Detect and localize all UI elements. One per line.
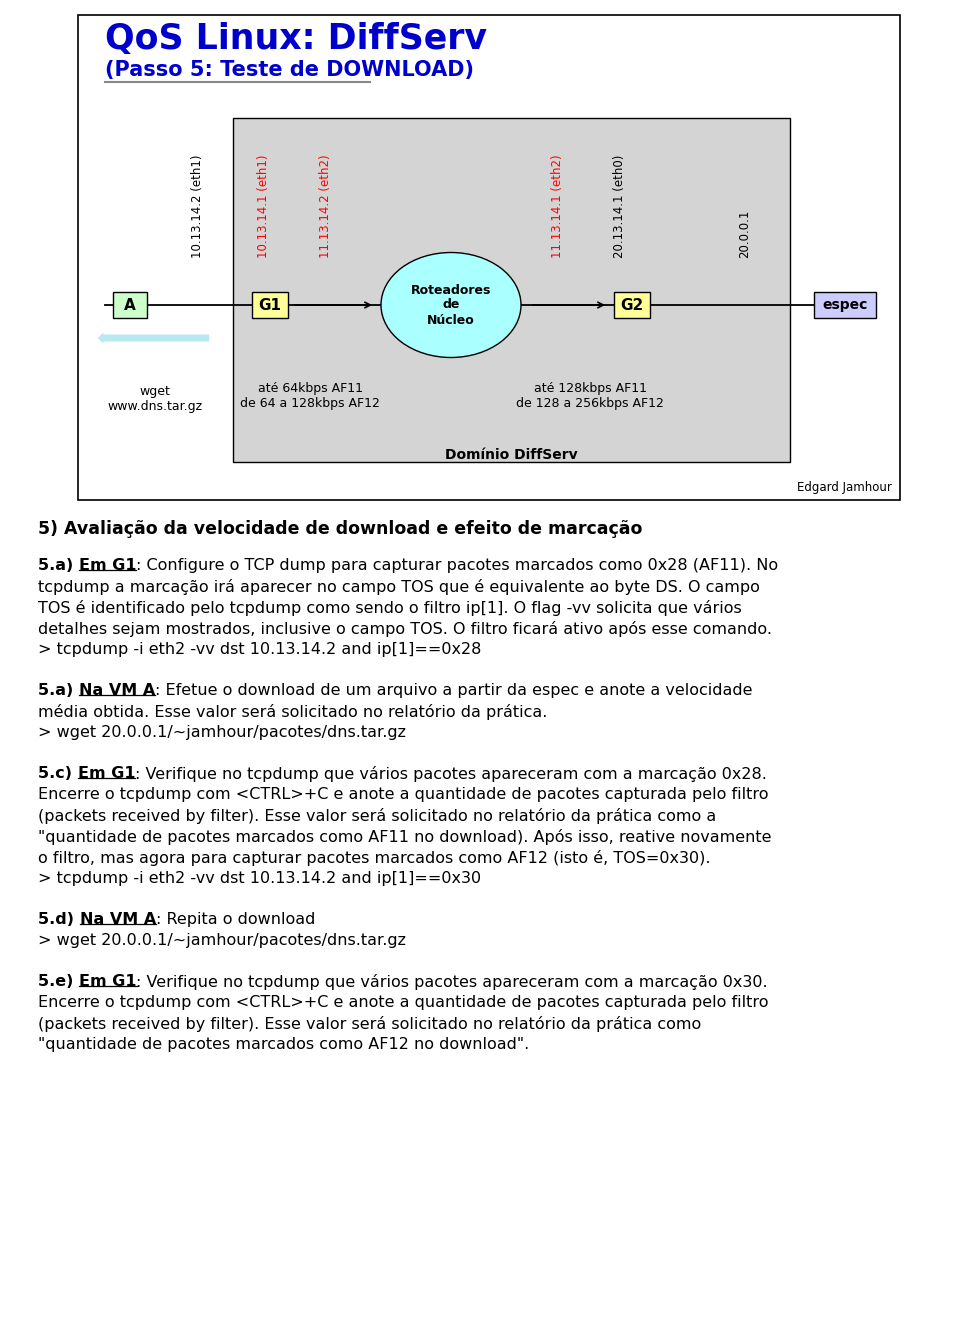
Text: Encerre o tcpdump com <CTRL>+C e anote a quantidade de pacotes capturada pelo fi: Encerre o tcpdump com <CTRL>+C e anote a… [38,787,769,803]
Text: (packets received by filter). Esse valor será solicitado no relatório da prática: (packets received by filter). Esse valor… [38,808,716,824]
Text: : Repita o download: : Repita o download [156,912,315,926]
Text: 11.13.14.1 (eth2): 11.13.14.1 (eth2) [550,154,564,258]
Text: > tcpdump -i eth2 -vv dst 10.13.14.2 and ip[1]==0x30: > tcpdump -i eth2 -vv dst 10.13.14.2 and… [38,870,481,886]
Bar [233,118,790,462]
Text: G1: G1 [258,298,281,313]
Text: Domínio DiffServ: Domínio DiffServ [445,449,578,462]
Text: Encerre o tcpdump com <CTRL>+C e anote a quantidade de pacotes capturada pelo fi: Encerre o tcpdump com <CTRL>+C e anote a… [38,996,769,1010]
Text: até 128kbps AF11
de 128 a 256kbps AF12: até 128kbps AF11 de 128 a 256kbps AF12 [516,382,664,410]
Text: TOS é identificado pelo tcpdump como sendo o filtro ip[1]. O flag -vv solicita q: TOS é identificado pelo tcpdump como sen… [38,600,742,616]
Text: 20.13.14.1 (eth0): 20.13.14.1 (eth0) [613,154,627,258]
Text: média obtida. Esse valor será solicitado no relatório da prática.: média obtida. Esse valor será solicitado… [38,704,547,720]
Text: 20.0.0.1: 20.0.0.1 [738,209,752,258]
Text: 5) Avaliação da velocidade de download e efeito de marcação: 5) Avaliação da velocidade de download e… [38,520,642,538]
Text: wget
www.dns.tar.gz: wget www.dns.tar.gz [108,385,203,413]
Text: o filtro, mas agora para capturar pacotes marcados como AF12 (isto é, TOS=0x30).: o filtro, mas agora para capturar pacote… [38,851,710,866]
Text: 10.13.14.2 (eth1): 10.13.14.2 (eth1) [191,154,204,258]
Text: 5.a): 5.a) [38,558,79,574]
Text: 5.e): 5.e) [38,974,79,989]
Ellipse shape [381,253,521,358]
Text: Edgard Jamhour: Edgard Jamhour [797,482,892,495]
Text: espec: espec [823,298,868,311]
Text: Em G1: Em G1 [79,558,136,574]
Bar [614,291,650,318]
Text: : Configure o TCP dump para capturar pacotes marcados como 0x28 (AF11). No: : Configure o TCP dump para capturar pac… [136,558,779,574]
Bar [814,291,876,318]
Text: Em G1: Em G1 [79,974,136,989]
Text: 11.13.14.2 (eth2): 11.13.14.2 (eth2) [319,154,331,258]
Text: : Verifique no tcpdump que vários pacotes apareceram com a marcação 0x30.: : Verifique no tcpdump que vários pacote… [136,974,768,990]
Text: A: A [124,298,136,313]
Text: Roteadores
de
Núcleo: Roteadores de Núcleo [411,284,492,326]
Text: 5.c): 5.c) [38,767,78,781]
Text: 5.a): 5.a) [38,683,79,697]
Text: detalhes sejam mostrados, inclusive o campo TOS. O filtro ficará ativo após esse: detalhes sejam mostrados, inclusive o ca… [38,622,772,638]
Text: : Verifique no tcpdump que vários pacotes apareceram com a marcação 0x28.: : Verifique no tcpdump que vários pacote… [135,767,767,783]
Text: 5.d): 5.d) [38,912,80,926]
Text: G2: G2 [620,298,643,313]
Text: QoS Linux: DiffServ: QoS Linux: DiffServ [105,23,487,56]
Bar [113,291,147,318]
Bar [78,15,900,500]
Text: Na VM A: Na VM A [79,683,156,697]
Text: (packets received by filter). Esse valor será solicitado no relatório da prática: (packets received by filter). Esse valor… [38,1016,701,1032]
Text: > wget 20.0.0.1/~jamhour/pacotes/dns.tar.gz: > wget 20.0.0.1/~jamhour/pacotes/dns.tar… [38,933,406,948]
Text: Na VM A: Na VM A [80,912,156,926]
Text: (Passo 5: Teste de DOWNLOAD): (Passo 5: Teste de DOWNLOAD) [105,60,474,80]
Text: : Efetue o download de um arquivo a partir da espec e anote a velocidade: : Efetue o download de um arquivo a part… [156,683,753,697]
Text: "quantidade de pacotes marcados como AF11 no download). Após isso, reative novam: "quantidade de pacotes marcados como AF1… [38,829,772,845]
Text: > wget 20.0.0.1/~jamhour/pacotes/dns.tar.gz: > wget 20.0.0.1/~jamhour/pacotes/dns.tar… [38,725,406,740]
Text: 10.13.14.1 (eth1): 10.13.14.1 (eth1) [256,154,270,258]
Bar [252,291,288,318]
Text: até 64kbps AF11
de 64 a 128kbps AF12: até 64kbps AF11 de 64 a 128kbps AF12 [240,382,380,410]
Text: "quantidade de pacotes marcados como AF12 no download".: "quantidade de pacotes marcados como AF1… [38,1037,529,1051]
Text: Em G1: Em G1 [78,767,135,781]
Text: > tcpdump -i eth2 -vv dst 10.13.14.2 and ip[1]==0x28: > tcpdump -i eth2 -vv dst 10.13.14.2 and… [38,642,481,658]
Text: tcpdump a marcação irá aparecer no campo TOS que é equivalente ao byte DS. O cam: tcpdump a marcação irá aparecer no campo… [38,579,760,595]
